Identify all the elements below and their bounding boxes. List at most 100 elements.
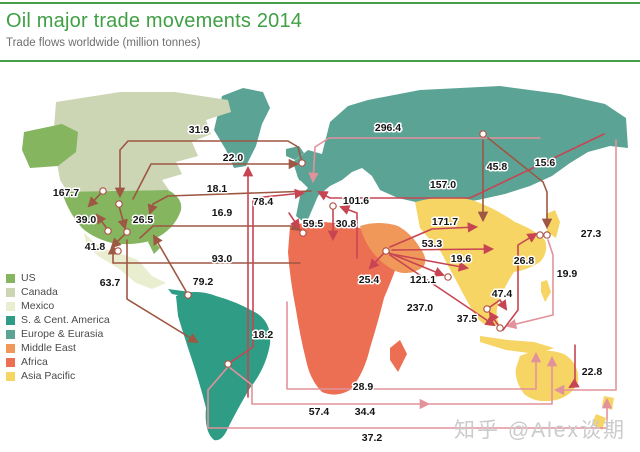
flow-value-label: 53.3 [422, 238, 443, 250]
flow-value-label: 47.4 [492, 288, 513, 300]
region-mexico [84, 232, 166, 289]
trade-hub-node [543, 231, 551, 239]
trade-hub-node [123, 228, 131, 236]
top-rule [0, 2, 640, 4]
flow-line [339, 205, 358, 259]
flow-value-label: 171.7 [432, 216, 458, 228]
flow-line [132, 158, 300, 200]
header-divider [0, 60, 640, 62]
region-europe-eurasia [293, 86, 628, 224]
legend-swatch [6, 343, 15, 353]
flow-line [553, 139, 617, 396]
flow-line [368, 253, 384, 270]
flow-labels: 31.9 22.0 296.4 45.8 15.6 157.0 27.3 167.7 39.0 2… [51, 121, 604, 446]
trade-hub-node [299, 229, 307, 237]
region-canada [53, 92, 231, 197]
flow-value-label: 22.8 [582, 366, 603, 378]
trade-hub-node [382, 247, 390, 255]
flow-value-label: 37.2 [362, 432, 383, 444]
flow-value-label: 93.0 [212, 253, 233, 265]
flow-value-label: 41.8 [85, 241, 106, 253]
flow-line [117, 205, 128, 231]
flow-value-label: 28.9 [353, 381, 374, 393]
flow-value-label: 18.2 [253, 329, 274, 341]
legend-item-s-cent-america: S. & Cent. America [6, 313, 110, 327]
flow-line [288, 212, 301, 230]
trade-hub-node [536, 231, 544, 239]
legend-label: Middle East [21, 342, 76, 354]
flow-value-label: 63.7 [100, 277, 121, 289]
legend-label: Africa [21, 356, 48, 368]
legend-label: Europe & Eurasia [21, 328, 104, 340]
legend-label: Asia Pacific [21, 370, 76, 382]
flow-lines [87, 133, 617, 429]
flow-line [95, 213, 109, 231]
flow-value-label: 157.0 [430, 179, 456, 191]
flow-value-label: 22.0 [223, 152, 244, 164]
trade-hub-node [184, 291, 192, 299]
legend-item-us: US [6, 271, 110, 285]
legend-swatch [6, 315, 15, 325]
flow-value-label: 34.4 [355, 406, 376, 418]
region-japan [546, 210, 560, 238]
region-alaska [22, 124, 78, 168]
flow-value-label: 16.9 [212, 207, 233, 219]
flow-value-label: 26.5 [133, 214, 154, 226]
flow-value-label: 167.7 [53, 187, 79, 199]
flow-line [308, 137, 541, 184]
legend-swatch [6, 357, 15, 367]
flow-value-label: 57.4 [309, 406, 330, 418]
flow-value-label: 39.0 [76, 214, 97, 226]
flow-line [568, 344, 580, 389]
flow-value-label: 19.6 [451, 253, 472, 265]
flow-value-label: 30.8 [336, 218, 357, 230]
hub-nodes [99, 130, 551, 368]
trade-hub-node [483, 305, 491, 313]
flow-line [391, 243, 495, 255]
legend-item-canada: Canada [6, 285, 110, 299]
flow-value-label: 101.6 [343, 195, 369, 207]
flow-value-label: 45.8 [487, 161, 508, 173]
legend-swatch [6, 273, 15, 283]
legend: US Canada Mexico S. & Cent. America Europe &… [6, 271, 110, 383]
flow-line [228, 366, 431, 410]
flow-line [87, 191, 103, 208]
region-asia-pacific [415, 197, 547, 326]
flow-value-label: 296.4 [375, 122, 401, 134]
legend-label: Canada [21, 286, 58, 298]
trade-hub-node [115, 200, 123, 208]
trade-hub-node [496, 324, 504, 332]
watermark: 知乎 @Alex谈期 [453, 419, 626, 442]
trade-hub-node [444, 273, 452, 281]
region-philippines [541, 280, 551, 302]
trade-hub-node [114, 247, 122, 255]
flow-value-label: 237.0 [407, 302, 433, 314]
region-florida [148, 238, 160, 254]
page-subtitle: Trade flows worldwide (million tonnes) [6, 37, 201, 49]
flow-line [505, 239, 554, 330]
flow-value-label: 15.6 [535, 157, 556, 169]
flow-line [487, 137, 553, 230]
trade-hub-node [224, 360, 232, 368]
region-indonesia [480, 336, 554, 354]
flow-value-label: 19.9 [557, 268, 578, 280]
flow-line [488, 311, 499, 326]
legend-swatch [6, 287, 15, 297]
legend-label: S. & Cent. America [21, 314, 110, 326]
legend-label: Mexico [21, 300, 55, 312]
flow-line [489, 299, 508, 311]
region-iceland [286, 146, 304, 160]
page-title: Oil major trade movements 2014 [6, 10, 303, 32]
flow-line [388, 252, 445, 277]
flow-value-label: 25.4 [359, 274, 380, 286]
trade-hub-node [99, 187, 107, 195]
legend-item-asia-pacific: Asia Pacific [6, 369, 110, 383]
region-madagascar [390, 340, 407, 372]
legend-item-middle-east: Middle East [6, 341, 110, 355]
flow-line [114, 140, 302, 199]
flow-line [152, 234, 188, 294]
flow-line [147, 190, 312, 215]
flow-value-label: 18.1 [207, 183, 228, 195]
